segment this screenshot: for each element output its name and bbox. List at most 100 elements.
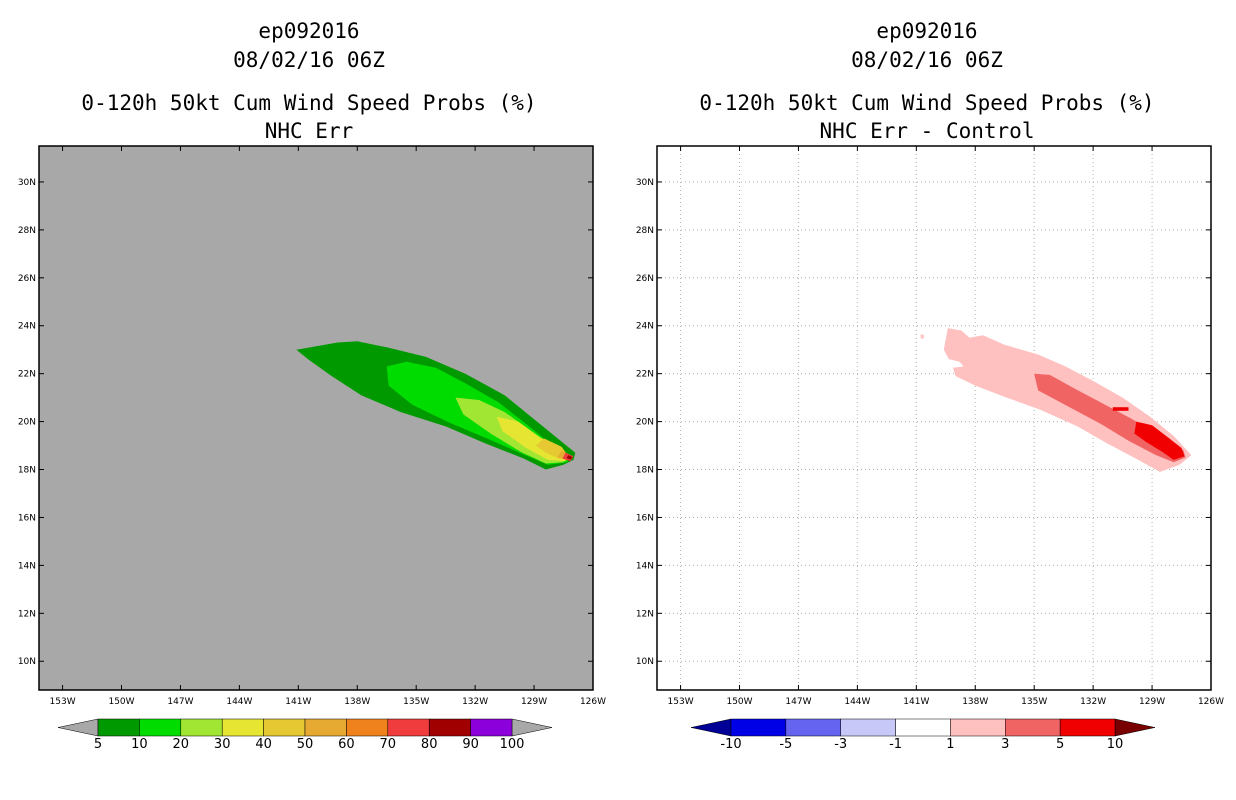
colorbar-swatch [895, 718, 951, 737]
colorbar-swatch [346, 718, 389, 737]
colorbar-min-arrow [690, 718, 732, 737]
colorbar-swatch [470, 718, 513, 737]
y-tick-label: 10N [18, 657, 36, 667]
colorbar-swatch [1059, 718, 1116, 737]
colorbar-max-arrow [1114, 718, 1156, 737]
datetime: 08/02/16 06Z [233, 48, 385, 72]
x-tick-label: 126W [580, 697, 606, 707]
left-panel: ep092016 08/02/16 06Z 0-120h 50kt Cum Wi… [18, 19, 606, 752]
colorbar-swatch [387, 718, 430, 737]
x-tick-label: 150W [108, 697, 134, 707]
y-tick-label: 16N [18, 513, 36, 523]
y-tick-label: 14N [636, 561, 654, 571]
y-tick-label: 24N [636, 322, 654, 332]
contour-level-40 [536, 438, 568, 459]
storm-id: ep092016 [876, 19, 978, 43]
x-tick-label: 153W [50, 697, 76, 707]
colorbar-label: 80 [421, 737, 438, 752]
y-tick-label: 26N [18, 274, 36, 284]
y-tick-label: 22N [636, 370, 654, 380]
colorbar-label: -1 [889, 737, 902, 752]
y-tick-label: 30N [636, 178, 654, 188]
colorbar-label: 10 [1107, 737, 1124, 752]
y-tick-label: 20N [636, 418, 654, 428]
y-tick-label: 14N [18, 561, 36, 571]
colorbar-label: 60 [338, 737, 355, 752]
x-tick-label: 138W [962, 697, 988, 707]
x-tick-label: 141W [285, 697, 311, 707]
x-tick-label: 138W [344, 697, 370, 707]
colorbar-label: -5 [779, 737, 792, 752]
colorbar-label: -3 [834, 737, 847, 752]
colorbar-swatch [221, 718, 264, 737]
y-tick-label: 18N [18, 466, 36, 476]
colorbar-label: 30 [214, 737, 231, 752]
y-tick-label: 18N [636, 466, 654, 476]
y-tick-label: 12N [636, 609, 654, 619]
difference-map: 30N 28N 26N 24N 22N 20N 18N 16N 14N 12N 10N 153W 150… [636, 145, 1224, 752]
x-tick-label: 141W [903, 697, 929, 707]
colorbar-label: 70 [380, 737, 397, 752]
contour-layer [657, 146, 1211, 690]
contour-layer [296, 341, 576, 470]
colorbar-label: 20 [173, 737, 190, 752]
colorbar-swatch [428, 718, 471, 737]
y-tick-label: 30N [18, 178, 36, 188]
x-tick-label: 132W [1080, 697, 1106, 707]
colorbar: -10 -5 -3 -1 1 3 5 10 [690, 718, 1156, 752]
chart-title: 0-120h 50kt Cum Wind Speed Probs (%) [81, 91, 537, 115]
colorbar-label: 40 [255, 737, 272, 752]
colorbar: 5 10 20 30 40 50 60 70 80 90 100 [57, 718, 553, 752]
y-tick-label: 22N [18, 370, 36, 380]
colorbar-swatch [139, 718, 182, 737]
x-tick-label: 150W [726, 697, 752, 707]
x-tick-label: 129W [521, 697, 547, 707]
x-tick-label: 129W [1139, 697, 1165, 707]
plot-frame [38, 145, 594, 691]
contour-speck [920, 334, 924, 339]
y-tick-label: 16N [636, 513, 654, 523]
colorbar-label: 1 [946, 737, 954, 752]
colorbar-swatch [950, 718, 1006, 737]
x-tick-label: 135W [1021, 697, 1047, 707]
plot-frame [656, 145, 1212, 691]
right-panel: ep092016 08/02/16 06Z 0-120h 50kt Cum Wi… [618, 0, 1236, 800]
colorbar-swatch [97, 718, 140, 737]
y-tick-label: 28N [636, 226, 654, 236]
x-tick-label: 132W [462, 697, 488, 707]
colorbar-label: 5 [94, 737, 102, 752]
colorbar-swatch [840, 718, 896, 737]
colorbar-swatch [180, 718, 223, 737]
chart-subtitle: NHC Err - Control [819, 119, 1035, 143]
x-tick-label: 144W [226, 697, 252, 707]
x-tick-label: 147W [785, 697, 811, 707]
y-tick-label: 10N [636, 657, 654, 667]
storm-id: ep092016 [258, 19, 360, 43]
colorbar-swatch [1005, 718, 1061, 737]
y-tick-label: 28N [18, 226, 36, 236]
y-tick-label: 12N [18, 609, 36, 619]
colorbar-max-arrow [511, 718, 553, 737]
x-tick-label: 153W [668, 697, 694, 707]
contour-cutout [947, 359, 964, 368]
x-tick-label: 126W [1198, 697, 1224, 707]
chart-title: 0-120h 50kt Cum Wind Speed Probs (%) [699, 91, 1155, 115]
colorbar-swatch [730, 718, 787, 737]
y-tick-label: 24N [18, 322, 36, 332]
datetime: 08/02/16 06Z [851, 48, 1003, 72]
y-tick-label: 20N [18, 418, 36, 428]
colorbar-swatch [785, 718, 841, 737]
colorbar-label: 3 [1001, 737, 1009, 752]
x-tick-label: 147W [167, 697, 193, 707]
x-tick-label: 144W [844, 697, 870, 707]
colorbar-label: 100 [500, 737, 525, 752]
contour-level-80 [566, 455, 573, 460]
colorbar-swatch [304, 718, 347, 737]
contour-level-5 [1134, 421, 1185, 460]
colorbar-label: 10 [131, 737, 148, 752]
chart-subtitle: NHC Err [264, 119, 354, 143]
colorbar-label: -10 [720, 737, 741, 752]
colorbar-label: 5 [1056, 737, 1064, 752]
probability-map: 30N 28N 26N 24N 22N 20N 18N 16N 14N 12N 10N 153W 150… [18, 145, 606, 752]
colorbar-swatch [263, 718, 306, 737]
